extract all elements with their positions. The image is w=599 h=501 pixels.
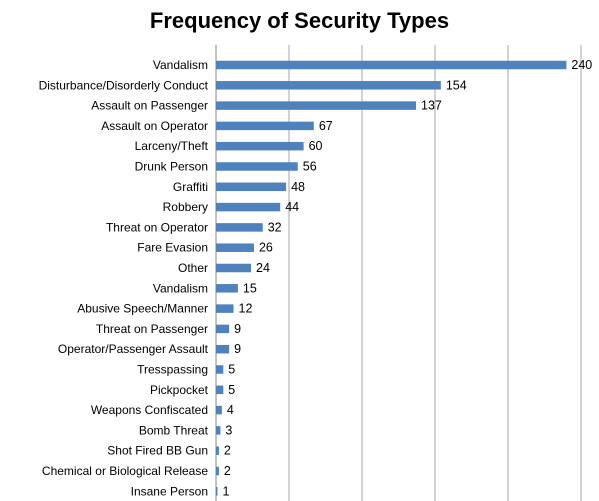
bar: [216, 202, 281, 212]
data-label: 44: [285, 200, 299, 214]
data-label: 48: [291, 180, 305, 194]
category-label: Abusive Speech/Manner: [77, 302, 208, 316]
category-label: Disturbance/Disorderly Conduct: [39, 78, 209, 92]
data-label: 5: [228, 363, 235, 377]
bar: [216, 344, 230, 354]
bar: [216, 243, 254, 252]
bar: [216, 81, 441, 90]
data-label: 12: [239, 302, 253, 316]
bar: [216, 324, 230, 334]
data-label: 2: [224, 464, 231, 478]
category-label: Assault on Operator: [101, 119, 208, 133]
data-label: 67: [319, 119, 333, 133]
bar: [216, 182, 287, 192]
category-label: Graffiti: [173, 180, 208, 194]
category-label: Larceny/Theft: [135, 139, 209, 153]
gridlines: [215, 45, 582, 501]
bar: [216, 385, 224, 395]
bar: [216, 304, 234, 313]
data-label: 5: [228, 383, 235, 397]
bar: [216, 60, 567, 70]
chart-title: Frequency of Security Types: [149, 8, 450, 33]
bars: [216, 60, 567, 496]
bar: [216, 162, 298, 171]
data-label: 32: [268, 220, 282, 234]
data-label: 2: [224, 444, 231, 458]
category-label: Vandalism: [153, 58, 208, 72]
category-label: Insane Person: [131, 484, 208, 498]
category-label: Other: [178, 261, 208, 275]
data-label: 9: [234, 342, 241, 356]
data-label: 240: [571, 58, 592, 72]
category-label: Shot Fired BB Gun: [107, 444, 208, 458]
data-label: 60: [309, 139, 323, 153]
category-label: Pickpocket: [150, 383, 209, 397]
data-label: 4: [227, 403, 234, 417]
category-label: Robbery: [163, 200, 208, 214]
category-label: Threat on Passenger: [96, 322, 208, 336]
category-label: Chemical or Biological Release: [42, 464, 208, 478]
data-label: 9: [234, 322, 241, 336]
bar: [216, 446, 219, 455]
data-label: 24: [256, 261, 270, 275]
bar: [216, 405, 222, 415]
bar: [216, 263, 252, 273]
data-label: 137: [421, 99, 442, 113]
category-labels: Vandalism Disturbance/Disorderly Conduct A…: [39, 58, 209, 498]
category-label: Bomb Threat: [139, 423, 209, 437]
category-label: Threat on Operator: [106, 220, 208, 234]
category-label: Fare Evasion: [137, 241, 208, 255]
data-label: 26: [259, 241, 273, 255]
bar: [216, 284, 238, 293]
category-label: Drunk Person: [135, 160, 208, 174]
category-label: Tresspassing: [137, 363, 208, 377]
bar: [216, 365, 224, 374]
data-label: 154: [446, 78, 467, 92]
bar: [216, 223, 263, 232]
category-label: Vandalism: [153, 281, 208, 295]
bar: [216, 487, 218, 496]
data-label: 56: [303, 160, 317, 174]
data-label: 15: [243, 281, 257, 295]
category-label: Operator/Passenger Assault: [58, 342, 209, 356]
bar: [216, 121, 314, 131]
data-label: 1: [222, 484, 229, 498]
data-label: 3: [225, 423, 232, 437]
category-label: Weapons Confiscated: [91, 403, 208, 417]
bar: [216, 426, 221, 435]
bar: [216, 466, 219, 476]
bar: [216, 141, 304, 151]
bar: [216, 101, 417, 110]
category-label: Assault on Passenger: [91, 99, 208, 113]
